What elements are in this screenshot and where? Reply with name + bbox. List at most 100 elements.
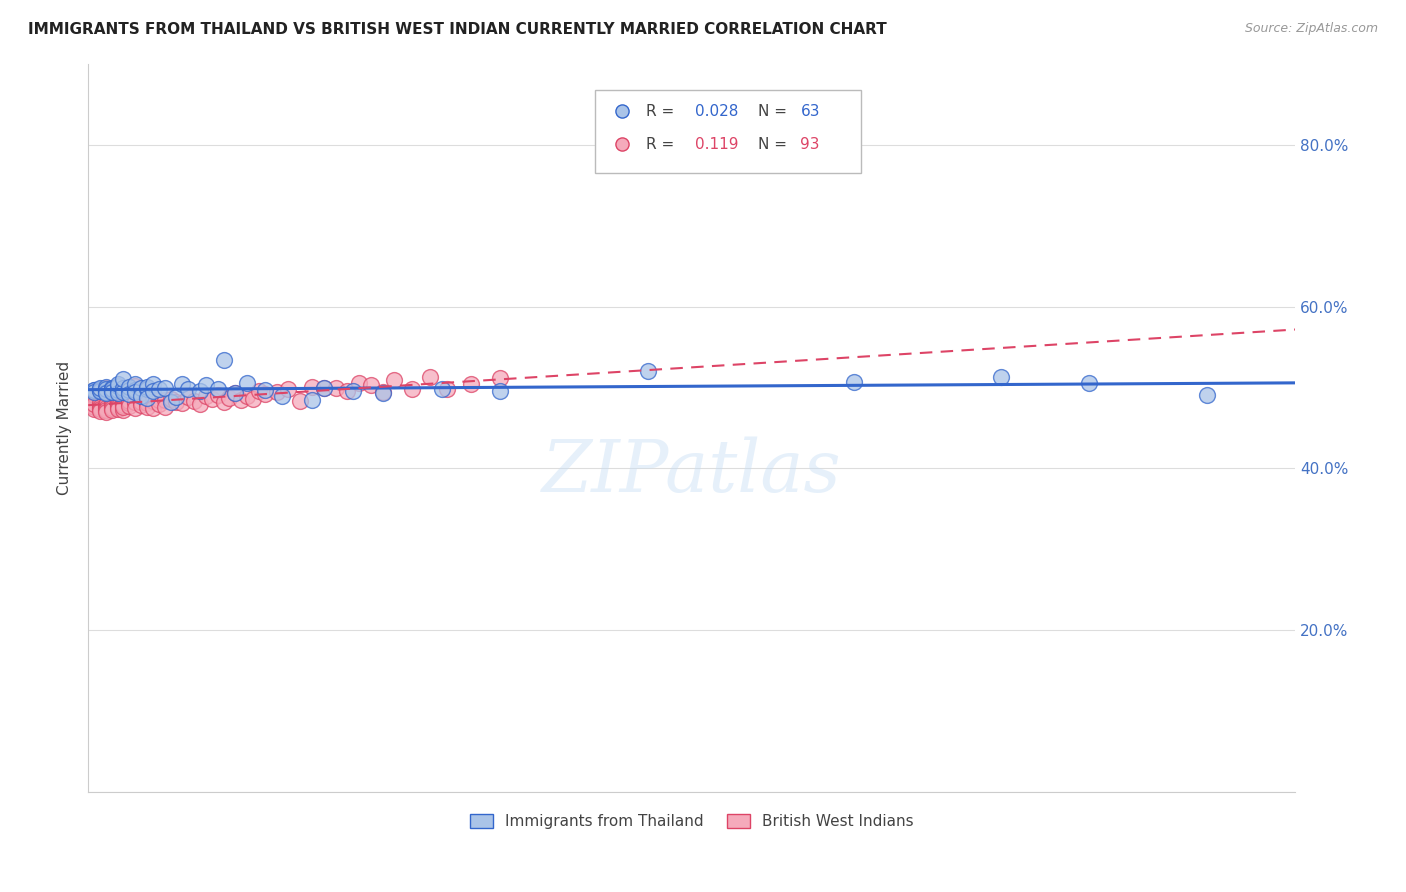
Point bbox=[194, 377, 217, 392]
Point bbox=[89, 400, 111, 414]
Point bbox=[271, 389, 294, 403]
Point bbox=[312, 380, 335, 394]
Point bbox=[100, 397, 122, 411]
Point bbox=[107, 402, 129, 417]
Point bbox=[637, 364, 659, 378]
Point bbox=[460, 376, 482, 391]
Point bbox=[129, 398, 152, 412]
Point bbox=[201, 392, 224, 406]
Point bbox=[83, 399, 105, 413]
Point bbox=[112, 381, 135, 395]
Point bbox=[129, 382, 152, 396]
Point bbox=[136, 380, 159, 394]
Point bbox=[1078, 376, 1101, 390]
Text: N =: N = bbox=[758, 103, 792, 119]
Point bbox=[188, 384, 211, 398]
Point bbox=[94, 382, 117, 396]
FancyBboxPatch shape bbox=[595, 89, 860, 173]
Point bbox=[301, 393, 323, 408]
Point bbox=[94, 398, 117, 412]
Point bbox=[89, 382, 111, 396]
Text: Source: ZipAtlas.com: Source: ZipAtlas.com bbox=[1244, 22, 1378, 36]
Point bbox=[207, 388, 229, 402]
Point bbox=[118, 379, 141, 393]
Point bbox=[89, 403, 111, 417]
Point bbox=[107, 396, 129, 410]
Point bbox=[107, 383, 129, 397]
Point bbox=[94, 380, 117, 394]
Point bbox=[842, 375, 865, 389]
Point bbox=[100, 399, 122, 413]
Point bbox=[118, 386, 141, 401]
Point bbox=[124, 395, 146, 409]
Point bbox=[236, 376, 259, 391]
Point bbox=[342, 384, 364, 398]
Point bbox=[100, 383, 122, 397]
Point bbox=[159, 394, 181, 409]
Point bbox=[153, 392, 176, 407]
Point bbox=[183, 393, 205, 408]
Point bbox=[94, 386, 117, 401]
Point bbox=[124, 401, 146, 415]
Point bbox=[129, 389, 152, 403]
Point bbox=[266, 384, 288, 399]
Point bbox=[436, 382, 458, 396]
Point bbox=[112, 383, 135, 397]
Text: 63: 63 bbox=[800, 103, 820, 119]
Point bbox=[107, 380, 129, 394]
Point bbox=[83, 399, 105, 413]
Point bbox=[166, 391, 188, 405]
Point bbox=[112, 396, 135, 410]
Point bbox=[100, 384, 122, 399]
Point bbox=[118, 395, 141, 409]
Point bbox=[194, 389, 217, 403]
Point bbox=[371, 386, 394, 401]
Point bbox=[100, 384, 122, 398]
Point bbox=[242, 392, 264, 406]
Point bbox=[153, 400, 176, 414]
Point bbox=[94, 401, 117, 416]
Point bbox=[129, 394, 152, 409]
Point bbox=[212, 394, 235, 409]
Point bbox=[83, 401, 105, 415]
Point bbox=[384, 373, 406, 387]
Point bbox=[89, 398, 111, 412]
Point bbox=[142, 389, 165, 403]
Point bbox=[124, 384, 146, 399]
Point bbox=[100, 402, 122, 417]
Point bbox=[177, 391, 200, 405]
Point bbox=[990, 370, 1012, 384]
Point bbox=[124, 395, 146, 409]
Point bbox=[159, 392, 181, 406]
Point bbox=[430, 382, 453, 396]
Point bbox=[124, 383, 146, 397]
Point bbox=[142, 384, 165, 399]
Text: 93: 93 bbox=[800, 136, 820, 152]
Point bbox=[124, 378, 146, 392]
Point bbox=[100, 397, 122, 411]
Point bbox=[112, 383, 135, 397]
Point bbox=[83, 384, 105, 399]
Point bbox=[100, 386, 122, 401]
Text: 0.119: 0.119 bbox=[696, 136, 740, 152]
Text: IMMIGRANTS FROM THAILAND VS BRITISH WEST INDIAN CURRENTLY MARRIED CORRELATION CH: IMMIGRANTS FROM THAILAND VS BRITISH WEST… bbox=[28, 22, 887, 37]
Point bbox=[112, 398, 135, 412]
Point bbox=[253, 384, 276, 398]
Point bbox=[301, 380, 323, 394]
Point bbox=[401, 382, 423, 396]
Point bbox=[94, 403, 117, 417]
Point bbox=[172, 376, 194, 391]
Y-axis label: Currently Married: Currently Married bbox=[58, 361, 72, 495]
Point bbox=[312, 381, 335, 395]
Point bbox=[83, 383, 105, 397]
Point bbox=[419, 369, 441, 384]
Point bbox=[166, 395, 188, 409]
Point bbox=[112, 400, 135, 414]
Point bbox=[142, 393, 165, 408]
Point bbox=[142, 377, 165, 392]
Point bbox=[253, 387, 276, 401]
Point bbox=[83, 383, 105, 397]
Point bbox=[94, 384, 117, 399]
Point bbox=[360, 378, 382, 392]
Point bbox=[224, 385, 246, 400]
